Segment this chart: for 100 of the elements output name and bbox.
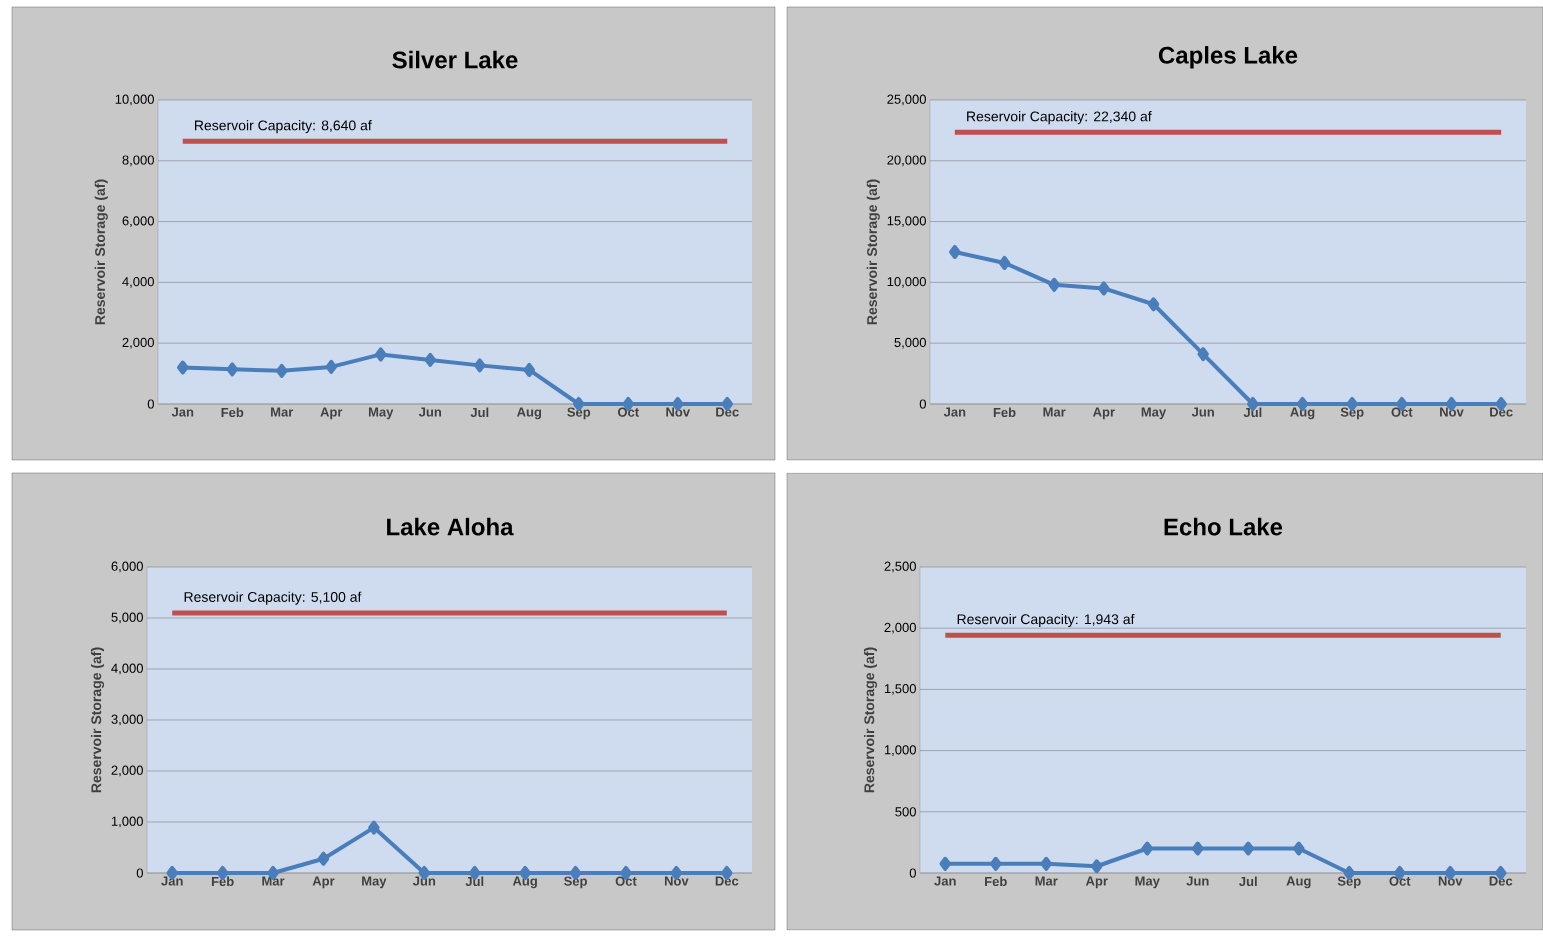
x-tick-label: Aug bbox=[1286, 876, 1311, 889]
x-tick-label: Feb bbox=[221, 407, 244, 418]
point bbox=[1048, 277, 1060, 292]
x-tick-label: May bbox=[1141, 407, 1167, 420]
y-axis-title: Reservoir Storage (af) bbox=[90, 647, 105, 793]
point bbox=[1147, 297, 1160, 312]
x-tick-label: May bbox=[368, 407, 394, 420]
x-tick-label: Jun bbox=[412, 876, 436, 886]
x-tick-label: May bbox=[1135, 876, 1160, 889]
point bbox=[226, 362, 239, 377]
y-tick-label: 0 bbox=[909, 868, 916, 878]
x-tick-label: Aug bbox=[516, 407, 542, 420]
point bbox=[523, 362, 536, 377]
x-tick-label: Jul bbox=[465, 876, 484, 887]
x-tick-label: Dec bbox=[715, 876, 739, 886]
x-tick-label: Jun bbox=[1186, 876, 1209, 886]
x-tick-label: Apr bbox=[1085, 876, 1108, 889]
y-tick-label: 8,000 bbox=[122, 155, 154, 167]
y-tick-label: 1,500 bbox=[884, 684, 916, 695]
y-tick-label: 2,500 bbox=[884, 561, 916, 573]
x-tick-label: Dec bbox=[716, 407, 739, 417]
x-tick-label: Jan bbox=[943, 407, 966, 417]
x-tick-label: Sep bbox=[567, 407, 591, 420]
ref-line-label: Reservoir Capacity: 22,340 af bbox=[967, 111, 1152, 125]
y-tick-label: 4,000 bbox=[111, 663, 143, 675]
x-tick-label: May bbox=[362, 876, 387, 889]
point bbox=[1098, 281, 1110, 296]
x-tick-label: Oct bbox=[615, 876, 637, 886]
x-tick-label: Apr bbox=[312, 876, 335, 889]
point bbox=[317, 851, 330, 866]
x-tick-label: Nov bbox=[664, 876, 689, 886]
x-tick-label: Nov bbox=[1440, 407, 1464, 417]
y-axis-title: Reservoir Storage (af) bbox=[94, 179, 108, 325]
y-tick-label: 1,000 bbox=[884, 745, 916, 756]
point bbox=[998, 255, 1011, 270]
x-tick-label: Mar bbox=[1035, 876, 1058, 886]
y-tick-label: 3,000 bbox=[111, 714, 143, 726]
y-tick-label: 25,000 bbox=[887, 94, 926, 106]
x-tick-label: Oct bbox=[1389, 876, 1411, 886]
x-tick-label: Sep bbox=[1337, 876, 1361, 889]
x-tick-label: Mar bbox=[262, 876, 285, 886]
y-tick-label: 6,000 bbox=[122, 216, 154, 227]
y-tick-label: 4,000 bbox=[122, 277, 154, 288]
chart-title: Silver Lake bbox=[392, 50, 518, 69]
x-tick-label: Sep bbox=[1340, 407, 1364, 420]
point bbox=[325, 359, 338, 374]
ref-line-label: Reservoir Capacity: 8,640 af bbox=[195, 120, 372, 134]
y-tick-label: 0 bbox=[147, 399, 154, 409]
x-tick-label: Jun bbox=[418, 407, 442, 417]
point bbox=[474, 358, 486, 373]
point bbox=[1197, 347, 1209, 362]
x-tick-label: Oct bbox=[1391, 407, 1413, 417]
point bbox=[949, 244, 961, 259]
x-tick-label: Nov bbox=[666, 407, 690, 417]
point bbox=[368, 820, 380, 835]
y-tick-label: 0 bbox=[919, 399, 926, 409]
y-tick-label: 0 bbox=[136, 868, 143, 878]
x-tick-label: Jun bbox=[1191, 407, 1214, 417]
x-tick-label: Mar bbox=[1043, 407, 1066, 417]
x-tick-label: Jul bbox=[1239, 876, 1257, 887]
chart-title: Echo Lake bbox=[1164, 517, 1283, 536]
x-tick-label: Jan bbox=[161, 876, 183, 886]
y-tick-label: 15,000 bbox=[887, 216, 926, 227]
x-tick-label: Dec bbox=[1489, 876, 1513, 886]
y-axis-title: Reservoir Storage (af) bbox=[866, 179, 880, 325]
x-tick-label: Dec bbox=[1490, 407, 1513, 417]
point bbox=[276, 363, 288, 378]
x-tick-label: Sep bbox=[564, 876, 587, 889]
ref-line-label: Reservoir Capacity: 5,100 af bbox=[184, 591, 362, 605]
x-tick-label: Apr bbox=[1092, 407, 1115, 420]
y-axis-title: Reservoir Storage (af) bbox=[863, 647, 878, 793]
point bbox=[375, 347, 387, 362]
x-tick-label: Jan bbox=[934, 876, 956, 886]
x-tick-label: Feb bbox=[985, 876, 1007, 887]
y-tick-label: 500 bbox=[895, 807, 916, 817]
y-tick-label: 5,000 bbox=[111, 612, 143, 624]
chart-title: Caples Lake bbox=[1158, 46, 1298, 69]
y-tick-label: 2,000 bbox=[884, 622, 916, 634]
ref-line-label: Reservoir Capacity: 1,943 af bbox=[957, 613, 1135, 627]
x-tick-label: Jul bbox=[1243, 407, 1262, 418]
point bbox=[177, 360, 189, 375]
y-tick-label: 10,000 bbox=[887, 277, 926, 288]
x-tick-label: Aug bbox=[512, 876, 537, 889]
x-tick-label: Mar bbox=[271, 407, 294, 417]
x-tick-label: Nov bbox=[1438, 876, 1463, 886]
x-tick-label: Apr bbox=[320, 407, 343, 420]
y-tick-label: 10,000 bbox=[115, 94, 154, 106]
point bbox=[424, 352, 437, 367]
x-tick-label: Jul bbox=[470, 407, 489, 418]
x-tick-label: Feb bbox=[211, 876, 234, 887]
x-tick-label: Jan bbox=[171, 407, 194, 417]
y-tick-label: 1,000 bbox=[111, 816, 143, 828]
y-tick-label: 5,000 bbox=[894, 337, 926, 349]
y-tick-label: 20,000 bbox=[887, 155, 926, 167]
x-tick-label: Oct bbox=[617, 407, 639, 417]
chart-title: Lake Aloha bbox=[387, 517, 514, 536]
x-tick-label: Aug bbox=[1290, 407, 1315, 420]
y-tick-label: 2,000 bbox=[111, 765, 143, 777]
x-tick-label: Feb bbox=[993, 407, 1016, 418]
y-tick-label: 2,000 bbox=[122, 337, 154, 349]
